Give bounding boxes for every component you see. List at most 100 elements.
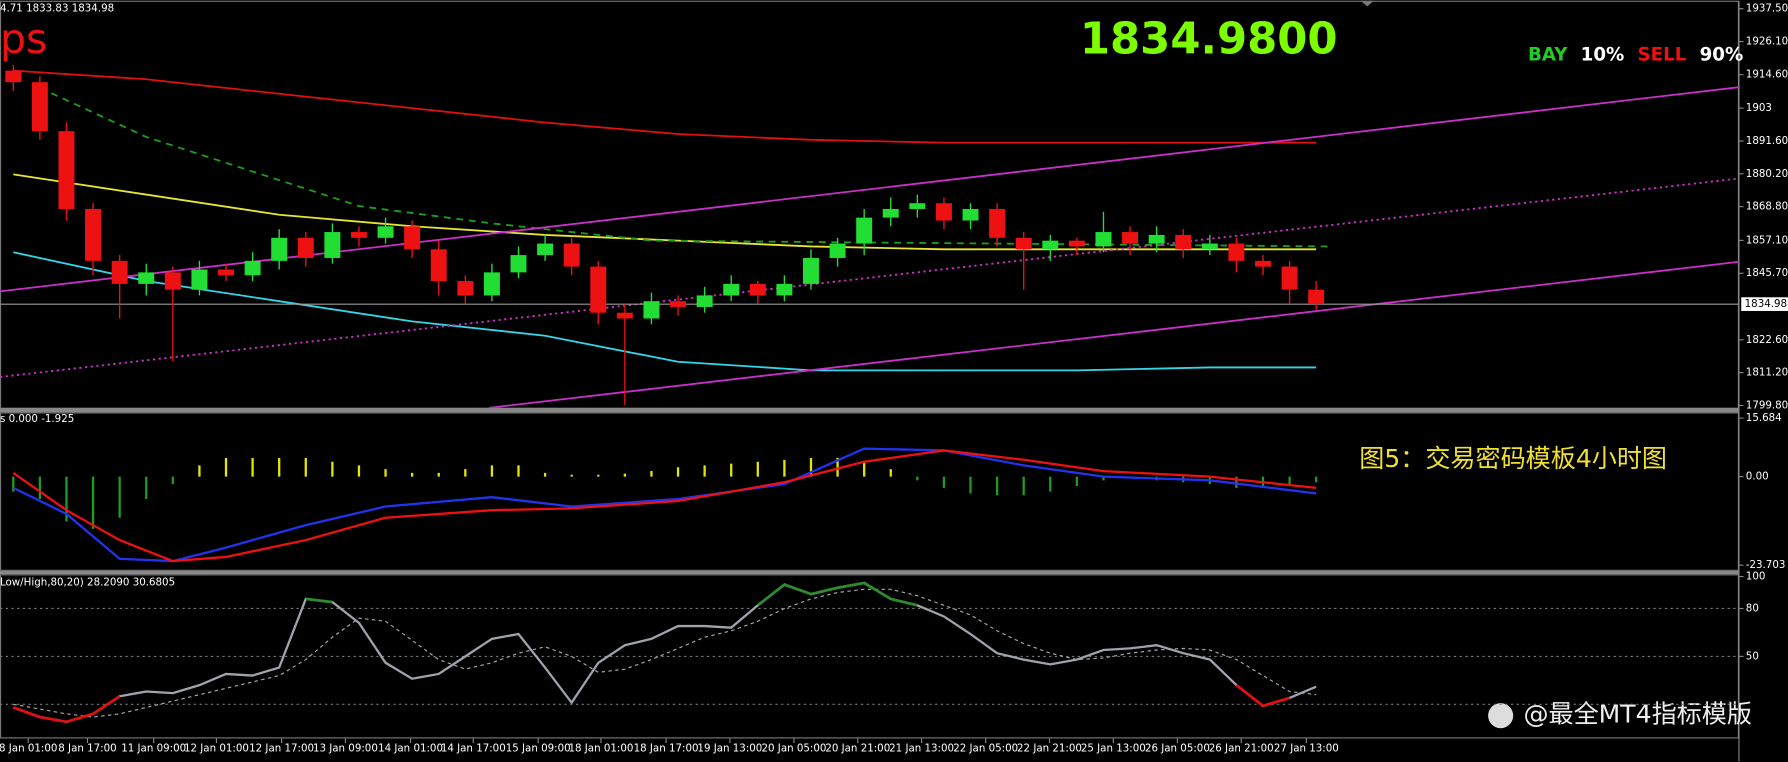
x-tick-label: 27 Jan 13:00 <box>1274 743 1339 755</box>
stoch-segment <box>810 586 838 596</box>
price-display: 1834.9800 <box>1080 14 1338 64</box>
x-tick-label: 8 Jan 17:00 <box>58 743 116 755</box>
panel <box>12 447 1318 563</box>
y-tick-label: 1937.50 <box>1746 3 1788 15</box>
candle-body <box>271 237 288 261</box>
candle-body <box>670 301 687 307</box>
candle-body <box>723 283 740 296</box>
candle-body <box>1281 266 1298 290</box>
y-tick-label: 1799.80 <box>1746 400 1788 412</box>
macd-line <box>12 447 1317 563</box>
y-tick-label: 50 <box>1746 650 1759 662</box>
y-tick-label: 1903 <box>1746 102 1772 114</box>
stoch-segment <box>92 695 121 715</box>
x-tick-label: 11 Jan 09:00 <box>121 743 186 755</box>
candle-body <box>882 208 899 218</box>
candle-body <box>829 243 846 258</box>
candle-body <box>31 82 48 132</box>
candle-body <box>191 269 208 290</box>
y-tick-label: 1868.80 <box>1746 201 1788 213</box>
y-tick-label: 1914.60 <box>1746 69 1788 81</box>
candle-body <box>1122 232 1139 244</box>
candle-body <box>1148 234 1165 244</box>
overlay-line <box>0 177 1739 378</box>
current-price-label: 1834.98 <box>1745 298 1787 310</box>
y-tick-label: 15.684 <box>1746 412 1782 424</box>
candle-body <box>244 260 261 276</box>
x-tick-label: 13 Jan 09:00 <box>313 743 378 755</box>
candle-body <box>5 70 22 83</box>
x-tick-label: 22 Jan 05:00 <box>953 743 1018 755</box>
x-tick-label: 20 Jan 21:00 <box>825 743 890 755</box>
x-tick-label: 14 Jan 17:00 <box>441 743 506 755</box>
stoch-segment <box>39 715 67 724</box>
caption: 图5：交易密码模板4小时图 <box>1359 444 1667 473</box>
y-tick-label: 1926.10 <box>1746 36 1788 48</box>
y-tick-label: 100 <box>1746 571 1766 583</box>
candle-body <box>324 232 341 258</box>
candle-body <box>164 272 181 290</box>
candle-body <box>537 243 554 256</box>
candle-body <box>1015 237 1032 250</box>
candle-body <box>58 131 75 209</box>
candle-body <box>1308 289 1325 305</box>
macd-header: s 0.000 -1.925 <box>0 413 74 425</box>
candle-body <box>85 208 102 261</box>
x-tick-label: 26 Jan 05:00 <box>1145 743 1210 755</box>
stoch-line <box>12 581 1317 724</box>
stoch-segment <box>837 581 865 590</box>
y-tick-label: 0.00 <box>1746 471 1769 483</box>
candle-body <box>1068 240 1085 247</box>
macd-line <box>12 449 1317 563</box>
signal-text: BAY 10% SELL 90% <box>1528 44 1743 65</box>
candle-body <box>1095 232 1112 247</box>
stoch-segment <box>1235 684 1264 707</box>
candle-body <box>111 260 128 284</box>
candle-body <box>1042 240 1059 250</box>
signal-word: 90% <box>1700 44 1744 65</box>
signal-word: SELL <box>1638 44 1687 65</box>
x-tick-label: 8 Jan 01:00 <box>0 743 57 755</box>
x-tick-label: 22 Jan 21:00 <box>1017 743 1082 755</box>
candle-body <box>856 217 873 244</box>
y-tick-label: -23.703 <box>1746 559 1786 571</box>
current-price-box <box>1741 297 1788 311</box>
candle-body <box>935 203 952 221</box>
candle-body <box>483 272 500 296</box>
overlay-line <box>13 251 1317 372</box>
x-tick-label: 19 Jan 13:00 <box>697 743 762 755</box>
y-tick-label: 1891.60 <box>1746 135 1788 147</box>
overlay-line <box>0 86 1739 293</box>
signal-word: BAY <box>1528 44 1568 65</box>
stoch-segment <box>66 712 94 724</box>
candle-body <box>590 266 607 313</box>
stoch-segment <box>890 597 918 607</box>
x-tick-label: 14 Jan 01:00 <box>378 743 443 755</box>
y-tick-label: 1880.20 <box>1746 168 1788 180</box>
x-tick-label: 12 Jan 01:00 <box>184 743 249 755</box>
panel <box>0 64 1739 408</box>
panel-separator <box>0 570 1739 575</box>
shift-marker <box>1360 0 1375 7</box>
candle-body <box>962 208 979 221</box>
candle-body <box>909 203 926 209</box>
candle-body <box>563 243 580 267</box>
candle-body <box>138 272 155 284</box>
x-tick-label: 25 Jan 13:00 <box>1081 743 1146 755</box>
candle-body <box>430 249 447 282</box>
stoch-segment <box>863 581 892 601</box>
stoch-segment <box>783 583 812 596</box>
indicator-label: ps <box>0 15 47 63</box>
candle-body <box>1201 243 1218 250</box>
candle-body <box>989 208 1006 238</box>
candle-body <box>1175 234 1192 250</box>
stoch-header: Low/High,80,20) 28.2090 30.6805 <box>0 576 175 588</box>
candle-body <box>1228 243 1245 261</box>
panel <box>0 581 1739 724</box>
candle-body <box>696 295 713 307</box>
candle-body <box>457 281 474 296</box>
candle-body <box>803 257 819 284</box>
